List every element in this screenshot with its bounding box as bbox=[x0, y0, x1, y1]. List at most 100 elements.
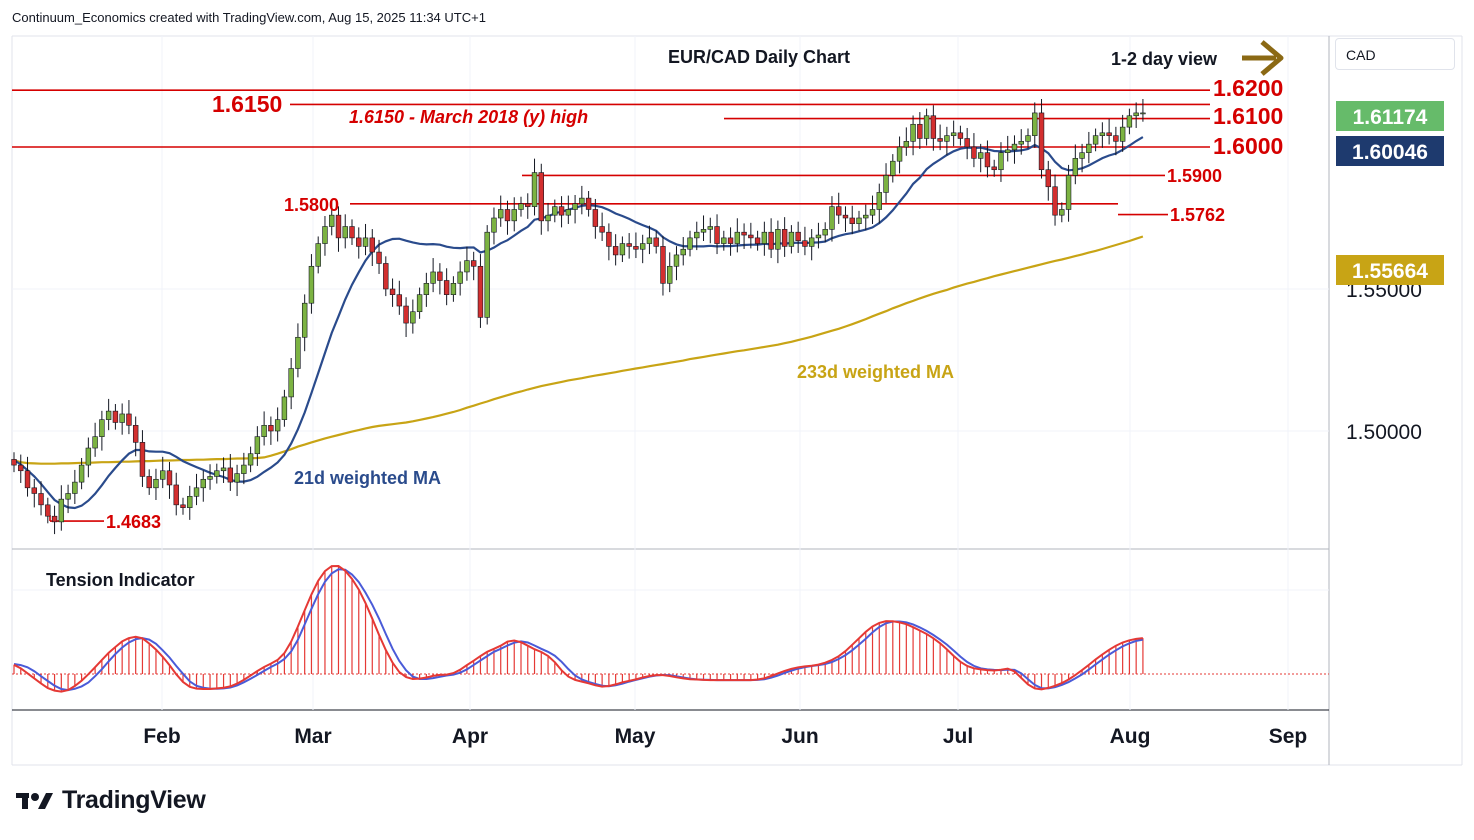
candle bbox=[1025, 128, 1031, 149]
candle bbox=[585, 191, 592, 217]
candle-body bbox=[295, 336, 301, 369]
candle-body bbox=[876, 192, 882, 210]
candle bbox=[971, 133, 977, 168]
candle bbox=[457, 261, 463, 296]
candle-body bbox=[829, 206, 835, 230]
candle-body bbox=[335, 214, 342, 239]
candle bbox=[329, 201, 335, 236]
candle bbox=[829, 196, 835, 242]
candle-body bbox=[525, 203, 531, 207]
candle bbox=[112, 404, 119, 430]
candle bbox=[721, 230, 727, 251]
candle-body bbox=[11, 459, 17, 466]
candle bbox=[173, 472, 179, 516]
ma21-line bbox=[13, 136, 1144, 510]
candle-body bbox=[694, 231, 700, 239]
candle bbox=[193, 473, 200, 506]
candle-body bbox=[1065, 175, 1072, 210]
candle bbox=[538, 163, 544, 235]
candle-body bbox=[836, 206, 842, 216]
level-label-1-5800: 1.5800 bbox=[284, 195, 339, 215]
candle-body bbox=[788, 231, 795, 247]
view-label: 1-2 day view bbox=[1111, 49, 1218, 69]
candle-body bbox=[396, 294, 403, 307]
candle bbox=[836, 192, 842, 224]
candle-body bbox=[991, 166, 997, 171]
price-badge: 1.60046 bbox=[1336, 136, 1444, 166]
candle-body bbox=[1032, 112, 1038, 136]
candle bbox=[1045, 160, 1051, 201]
candle-body bbox=[1072, 158, 1079, 176]
price-badge: 1.61174 bbox=[1336, 101, 1444, 131]
level-label-1-6150: 1.6150 bbox=[212, 91, 282, 117]
candle bbox=[890, 154, 896, 183]
candle-body bbox=[383, 263, 389, 290]
candle-body bbox=[781, 229, 788, 247]
candle bbox=[849, 205, 855, 235]
candle bbox=[504, 200, 511, 235]
candle-body bbox=[247, 453, 254, 466]
tension-indicator bbox=[12, 564, 1329, 693]
candle-body bbox=[200, 478, 206, 489]
ma21-label: 21d weighted MA bbox=[294, 468, 441, 488]
candle bbox=[31, 478, 37, 508]
candle-body bbox=[139, 442, 146, 477]
x-tick-may: May bbox=[615, 725, 656, 748]
candles bbox=[11, 99, 1146, 535]
candle-body bbox=[1086, 143, 1092, 153]
candle-body bbox=[768, 231, 774, 250]
candle-body bbox=[660, 246, 666, 284]
candle-body bbox=[484, 231, 490, 318]
candle-body bbox=[606, 231, 612, 247]
candle-body bbox=[883, 175, 889, 193]
candle bbox=[741, 223, 747, 249]
candle-body bbox=[1045, 169, 1051, 188]
candle-body bbox=[362, 237, 369, 247]
candle bbox=[207, 464, 213, 490]
candle-body bbox=[1126, 115, 1133, 128]
candle-body bbox=[626, 243, 632, 247]
candle-body bbox=[687, 237, 693, 250]
candle bbox=[768, 218, 774, 259]
candle-body bbox=[464, 260, 470, 273]
candle bbox=[200, 470, 206, 502]
candle-body bbox=[220, 467, 227, 472]
candle bbox=[491, 207, 497, 245]
candle bbox=[105, 398, 112, 431]
candle bbox=[653, 230, 659, 254]
candle bbox=[531, 158, 538, 216]
candle bbox=[99, 410, 105, 451]
candle bbox=[1032, 102, 1038, 148]
candle-body bbox=[376, 251, 382, 264]
candle-body bbox=[565, 209, 572, 216]
candle-body bbox=[667, 265, 673, 284]
candle bbox=[944, 126, 950, 156]
support-resistance-levels bbox=[12, 89, 1210, 522]
currency-selector[interactable]: CAD bbox=[1335, 38, 1455, 70]
candle bbox=[775, 220, 781, 264]
candle bbox=[1038, 99, 1045, 179]
candle-body bbox=[612, 246, 619, 256]
candle bbox=[254, 426, 261, 466]
candle bbox=[876, 183, 882, 224]
candle-body bbox=[24, 470, 31, 489]
candle bbox=[957, 125, 964, 146]
x-axis: Feb Mar Apr May Jun Jul Aug Sep bbox=[143, 725, 1307, 748]
candle bbox=[842, 206, 849, 232]
candle bbox=[1092, 128, 1099, 152]
candle bbox=[558, 196, 565, 228]
candle-body bbox=[173, 484, 179, 506]
candle bbox=[984, 140, 991, 178]
candle bbox=[132, 416, 139, 457]
level-label-1-4683: 1.4683 bbox=[106, 512, 161, 532]
candle bbox=[470, 251, 477, 281]
chart-header: Continuum_Economics created with Trading… bbox=[12, 10, 486, 25]
candle bbox=[308, 254, 315, 314]
candle bbox=[633, 232, 639, 259]
candle-body bbox=[180, 504, 186, 508]
candle-body bbox=[498, 209, 504, 219]
candle-body bbox=[301, 302, 308, 338]
candle-body bbox=[470, 260, 477, 267]
candle-body bbox=[146, 476, 152, 489]
candle-body bbox=[863, 214, 869, 219]
